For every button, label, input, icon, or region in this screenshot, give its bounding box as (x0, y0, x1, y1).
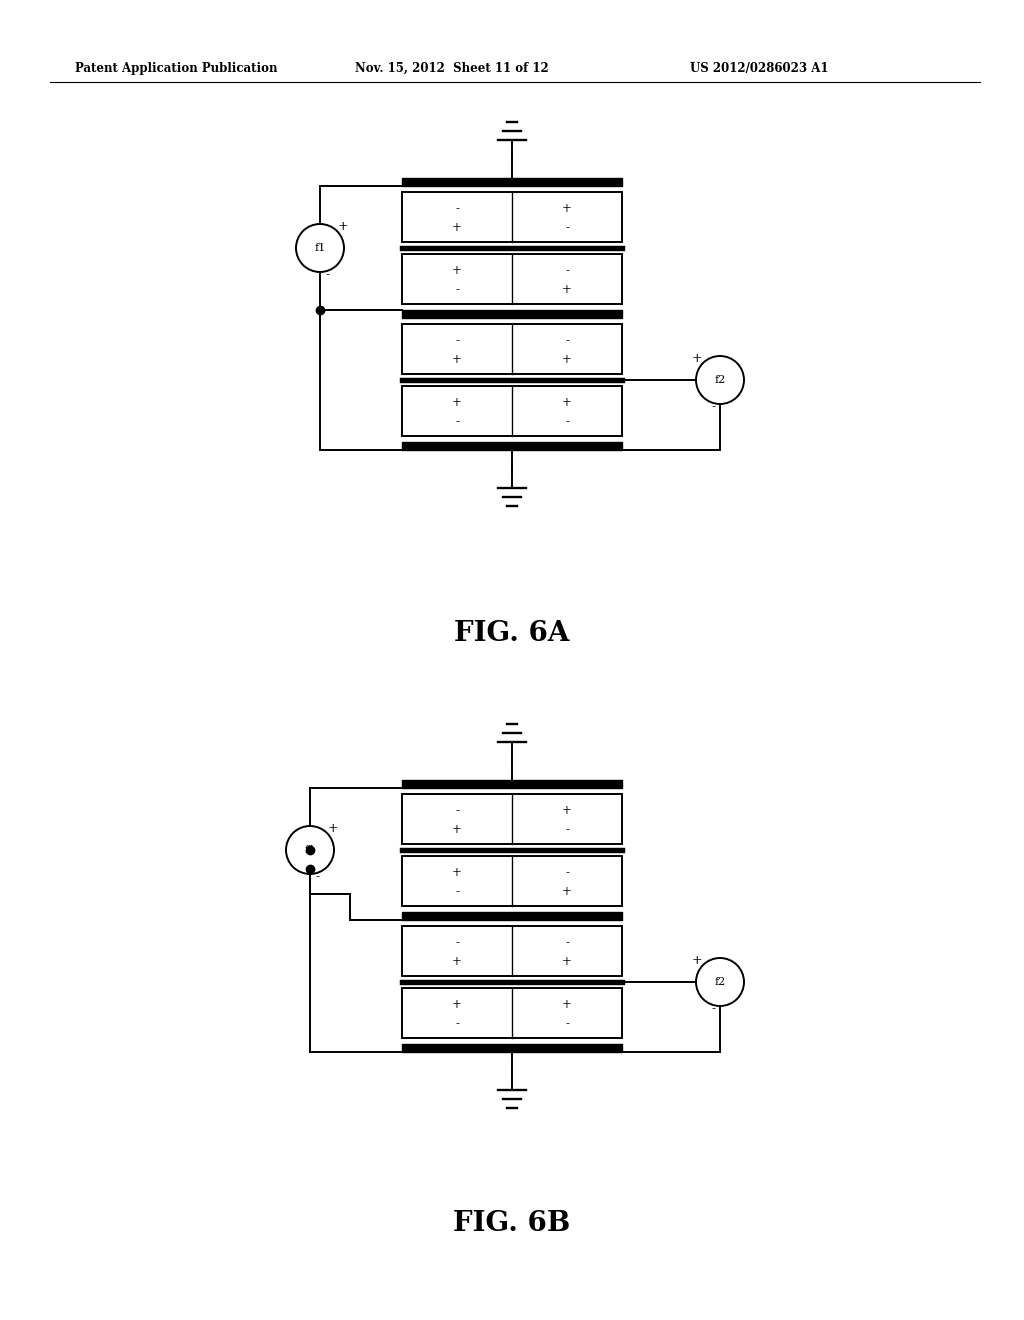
Bar (402, 855, 622, 906)
Text: -: - (565, 1016, 569, 1030)
Text: -: - (455, 282, 459, 296)
Text: -: - (455, 1016, 459, 1030)
Text: f2: f2 (715, 375, 726, 385)
Bar (402, 795, 622, 843)
Text: +: + (452, 866, 462, 879)
Text: +: + (452, 396, 462, 409)
Text: US 2012/0286023 A1: US 2012/0286023 A1 (690, 62, 828, 75)
Text: FIG. 6A: FIG. 6A (455, 620, 569, 647)
Text: +: + (562, 202, 572, 215)
Bar (402, 323, 622, 374)
Text: f1: f1 (314, 243, 326, 253)
Text: -: - (325, 268, 329, 281)
Text: -: - (455, 884, 459, 898)
Text: +: + (692, 954, 702, 968)
Text: -: - (455, 414, 459, 428)
Text: -: - (565, 220, 569, 234)
Text: f2: f2 (715, 977, 726, 987)
Text: -: - (565, 866, 569, 879)
Bar (402, 253, 622, 304)
Bar (402, 987, 622, 1038)
Text: -: - (455, 334, 459, 347)
Text: Patent Application Publication: Patent Application Publication (75, 62, 278, 75)
Text: -: - (712, 1002, 716, 1015)
Text: +: + (452, 822, 462, 836)
Bar (402, 385, 622, 436)
Text: +: + (562, 282, 572, 296)
Text: +: + (562, 352, 572, 366)
Text: -: - (565, 414, 569, 428)
Text: +: + (452, 264, 462, 277)
Text: +: + (452, 954, 462, 968)
Text: -: - (565, 822, 569, 836)
Text: -: - (565, 264, 569, 277)
Text: -: - (315, 870, 319, 883)
Text: +: + (562, 954, 572, 968)
Text: +: + (562, 804, 572, 817)
Text: +: + (562, 998, 572, 1011)
Text: FIG. 6B: FIG. 6B (454, 1210, 570, 1237)
Text: -: - (455, 202, 459, 215)
Text: +: + (328, 822, 339, 836)
Text: +: + (452, 998, 462, 1011)
Text: +: + (562, 396, 572, 409)
Text: f1: f1 (304, 845, 315, 855)
Bar (402, 191, 622, 242)
Bar (402, 927, 622, 975)
Text: Nov. 15, 2012  Sheet 11 of 12: Nov. 15, 2012 Sheet 11 of 12 (355, 62, 549, 75)
Text: -: - (712, 400, 716, 413)
Text: +: + (692, 352, 702, 366)
Text: +: + (562, 884, 572, 898)
Text: +: + (452, 220, 462, 234)
Text: -: - (455, 936, 459, 949)
Text: +: + (452, 352, 462, 366)
Text: -: - (455, 804, 459, 817)
Text: +: + (338, 220, 348, 234)
Text: -: - (565, 936, 569, 949)
Text: -: - (565, 334, 569, 347)
